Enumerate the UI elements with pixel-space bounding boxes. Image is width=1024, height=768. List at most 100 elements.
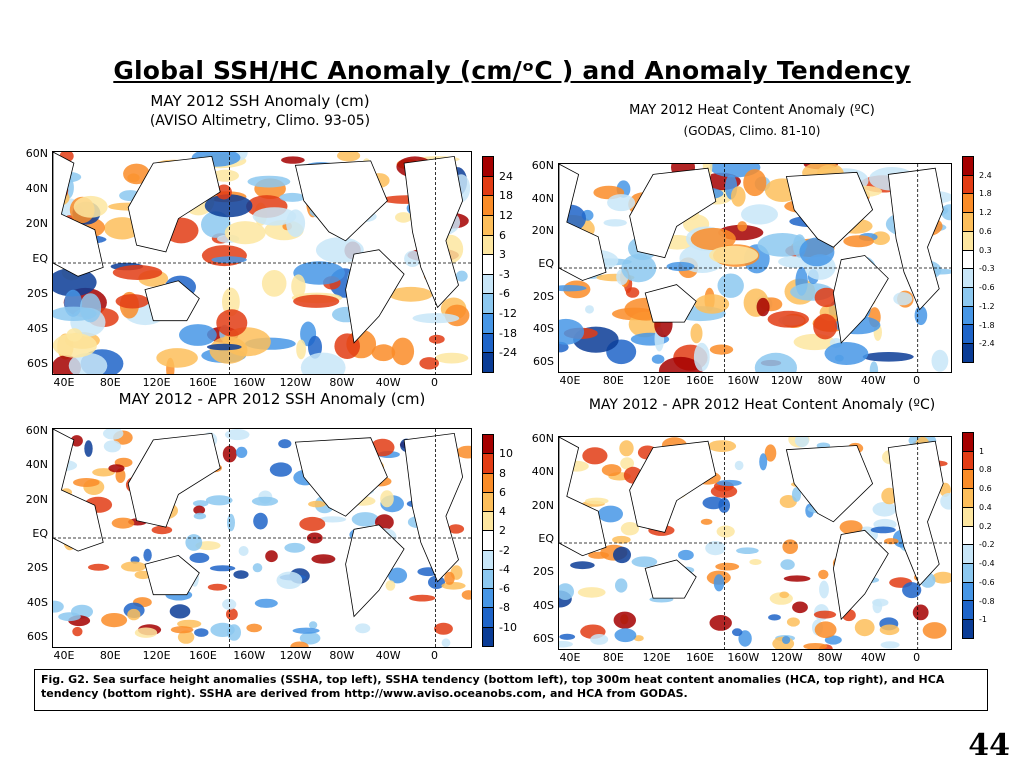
- map-subtitle: (AVISO Altimetry, Climo. 93-05): [149, 113, 371, 129]
- colorbar-segment: [962, 506, 974, 527]
- lon-label: 40W: [375, 649, 401, 662]
- anomaly-blob: [713, 574, 725, 592]
- anomaly-blob: [814, 287, 839, 308]
- lat-label: EQ: [32, 252, 48, 265]
- colorbar-label: -0.6: [979, 283, 995, 293]
- anomaly-blob: [235, 446, 248, 458]
- lat-label: 40N: [531, 465, 554, 479]
- anomaly-blob: [615, 578, 628, 593]
- anomaly-blob: [371, 344, 396, 362]
- colorbar-segment: [482, 511, 494, 532]
- colorbar-segment: [482, 530, 494, 551]
- continent-outline: [644, 284, 697, 323]
- map-field: [53, 152, 471, 374]
- anomaly-blob: [156, 348, 198, 368]
- colorbar-segment: [962, 324, 974, 345]
- anomaly-blob: [559, 583, 574, 600]
- anomaly-blob: [207, 583, 228, 591]
- colorbar-segment: [482, 313, 494, 334]
- slide-title: Global SSH/HC Anomaly (cm/ᵒC ) and Anoma…: [113, 56, 911, 85]
- colorbar-segment: [962, 600, 974, 621]
- colorbar-segment: [962, 619, 974, 639]
- lat-label: 20N: [25, 217, 48, 230]
- continent-outline: [403, 432, 464, 583]
- anomaly-blob: [385, 580, 396, 591]
- colorbar-label: -0.3: [979, 264, 995, 274]
- anomaly-blob: [922, 622, 947, 639]
- lon-label: 160E: [188, 376, 217, 389]
- anomaly-blob: [103, 440, 121, 453]
- colorbar-segment: [482, 234, 494, 256]
- colorbar-segment: [962, 287, 974, 307]
- lat-label: 60N: [531, 432, 554, 445]
- anomaly-blob: [73, 195, 108, 218]
- colorbar-label: 1.8: [979, 189, 992, 199]
- colorbar-segment: [482, 254, 494, 275]
- colorbar-label: -6: [499, 287, 510, 301]
- anomaly-blob: [391, 337, 415, 366]
- anomaly-blob: [79, 293, 102, 323]
- anomaly-blob: [284, 542, 306, 553]
- anomaly-blob: [169, 604, 191, 619]
- continent-outline: [294, 160, 388, 242]
- anomaly-blob: [598, 505, 623, 523]
- anomaly-blob: [759, 453, 768, 471]
- colorbar-label: 2: [499, 524, 506, 538]
- lon-label: 120E: [142, 649, 171, 662]
- anomaly-blob: [92, 468, 115, 477]
- anomaly-blob: [613, 611, 636, 629]
- anomaly-blob: [818, 569, 829, 580]
- anomaly-blob: [252, 207, 297, 226]
- map-field: [559, 164, 951, 372]
- anomaly-blob: [839, 520, 863, 535]
- anomaly-blob: [179, 324, 217, 346]
- colorbar-label: -18: [499, 326, 517, 340]
- colorbar-label: 0.6: [979, 484, 992, 494]
- lon-label: 120W: [279, 376, 312, 389]
- continent-outline: [144, 554, 200, 596]
- anomaly-blob: [299, 631, 321, 645]
- anomaly-blob: [690, 323, 703, 344]
- colorbar-segment: [962, 268, 974, 289]
- colorbar-segment: [962, 174, 974, 195]
- anomaly-blob: [559, 633, 576, 640]
- anomaly-blob: [447, 524, 465, 534]
- anomaly-blob: [736, 547, 759, 554]
- continent-outline: [294, 437, 388, 517]
- anomaly-map: [558, 163, 952, 373]
- lon-label: 160E: [686, 374, 714, 387]
- anomaly-blob: [768, 614, 781, 621]
- lon-label: 160E: [686, 651, 714, 664]
- anomaly-blob: [880, 641, 900, 649]
- anomaly-blob: [299, 516, 326, 532]
- lon-label: 160W: [233, 376, 266, 389]
- colorbar-segment: [962, 581, 974, 602]
- colorbar-label: 1.2: [979, 208, 992, 218]
- lon-label: 120W: [770, 374, 803, 387]
- lon-label: 40E: [53, 649, 75, 662]
- anomaly-blob: [455, 270, 468, 282]
- anomaly-blob: [843, 235, 874, 248]
- continent-outline: [887, 440, 944, 587]
- continent-outline: [144, 280, 200, 322]
- anomaly-blob: [206, 343, 242, 351]
- anomaly-blob: [854, 619, 875, 637]
- lon-label: 40W: [375, 376, 401, 389]
- anomaly-blob: [709, 245, 759, 265]
- anomaly-blob: [227, 624, 241, 641]
- continent-outline: [127, 155, 221, 253]
- anomaly-blob: [123, 163, 150, 185]
- colorbar-label: 0.8: [979, 465, 992, 475]
- anomaly-blob: [388, 567, 408, 584]
- colorbar-label: -0.8: [979, 596, 995, 606]
- anomaly-blob: [84, 440, 93, 457]
- anomaly-blob: [177, 619, 202, 629]
- anomaly-blob: [585, 305, 594, 314]
- anomaly-blob: [716, 479, 742, 487]
- anomaly-blob: [693, 342, 710, 372]
- colorbar-label: 6: [499, 228, 506, 242]
- anomaly-blob: [151, 525, 173, 535]
- anomaly-blob: [278, 439, 292, 449]
- anomaly-blob: [932, 571, 951, 584]
- anomaly-blob: [53, 600, 64, 613]
